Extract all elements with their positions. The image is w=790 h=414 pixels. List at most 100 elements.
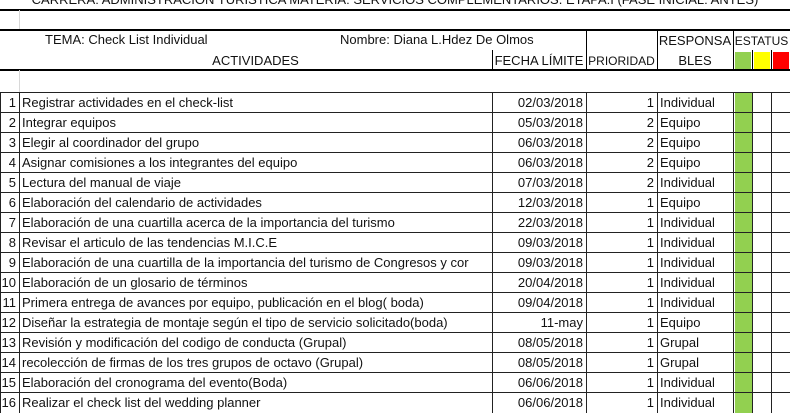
row-number[interactable]: 8 — [0, 233, 19, 253]
fecha-cell[interactable]: 11-may — [492, 313, 586, 333]
responsables-cell[interactable]: Grupal — [657, 353, 733, 373]
status-cell[interactable] — [733, 333, 752, 353]
prioridad-cell[interactable]: 2 — [586, 133, 657, 153]
prioridad-cell[interactable]: 1 — [586, 373, 657, 393]
fecha-cell[interactable]: 06/03/2018 — [492, 153, 586, 173]
activity-cell[interactable]: Asignar comisiones a los integrantes del… — [19, 153, 492, 173]
fecha-cell[interactable]: 06/03/2018 — [492, 133, 586, 153]
fecha-cell[interactable]: 08/05/2018 — [492, 333, 586, 353]
prioridad-cell[interactable]: 1 — [586, 273, 657, 293]
row-number[interactable]: 15 — [0, 373, 19, 393]
status-cell[interactable] — [771, 273, 790, 293]
status-cell[interactable] — [733, 293, 752, 313]
status-cell[interactable] — [733, 233, 752, 253]
row-number[interactable]: 5 — [0, 173, 19, 193]
status-cell[interactable] — [771, 313, 790, 333]
activity-cell[interactable]: Elaboración del cronograma del evento(Bo… — [19, 373, 492, 393]
status-cell[interactable] — [771, 153, 790, 173]
activity-cell[interactable]: Integrar equipos — [19, 113, 492, 133]
responsables-cell[interactable]: Individual — [657, 273, 733, 293]
row-number[interactable]: 4 — [0, 153, 19, 173]
status-cell[interactable] — [733, 133, 752, 153]
status-cell[interactable] — [752, 233, 771, 253]
status-cell[interactable] — [752, 133, 771, 153]
responsables-cell[interactable]: Individual — [657, 173, 733, 193]
row-number[interactable]: 13 — [0, 333, 19, 353]
status-cell[interactable] — [771, 113, 790, 133]
row-number[interactable]: 3 — [0, 133, 19, 153]
prioridad-cell[interactable]: 1 — [586, 293, 657, 313]
activity-cell[interactable]: Elaboración de una cuartilla acerca de l… — [19, 213, 492, 233]
status-cell[interactable] — [771, 133, 790, 153]
status-cell[interactable] — [752, 313, 771, 333]
responsables-cell[interactable]: Equipo — [657, 113, 733, 133]
activity-cell[interactable]: Realizar el check list del wedding plann… — [19, 393, 492, 413]
responsables-cell[interactable]: Equipo — [657, 193, 733, 213]
status-cell[interactable] — [771, 213, 790, 233]
status-cell[interactable] — [752, 173, 771, 193]
status-cell[interactable] — [733, 393, 752, 413]
activity-cell[interactable]: Lectura del manual de viaje — [19, 173, 492, 193]
prioridad-cell[interactable]: 1 — [586, 313, 657, 333]
status-cell[interactable] — [733, 193, 752, 213]
fecha-cell[interactable]: 02/03/2018 — [492, 93, 586, 113]
fecha-cell[interactable]: 06/06/2018 — [492, 373, 586, 393]
status-cell[interactable] — [733, 313, 752, 333]
status-cell[interactable] — [733, 353, 752, 373]
prioridad-cell[interactable]: 1 — [586, 193, 657, 213]
prioridad-cell[interactable]: 1 — [586, 93, 657, 113]
row-number[interactable]: 1 — [0, 93, 19, 113]
status-cell[interactable] — [752, 373, 771, 393]
status-cell[interactable] — [771, 253, 790, 273]
row-number[interactable]: 11 — [0, 293, 19, 313]
fecha-cell[interactable]: 09/03/2018 — [492, 253, 586, 273]
fecha-cell[interactable]: 12/03/2018 — [492, 193, 586, 213]
status-cell[interactable] — [771, 93, 790, 113]
prioridad-cell[interactable]: 1 — [586, 233, 657, 253]
responsables-cell[interactable]: Individual — [657, 93, 733, 113]
status-cell[interactable] — [733, 253, 752, 273]
fecha-cell[interactable]: 22/03/2018 — [492, 213, 586, 233]
status-cell[interactable] — [733, 213, 752, 233]
responsables-cell[interactable]: Individual — [657, 373, 733, 393]
fecha-cell[interactable]: 05/03/2018 — [492, 113, 586, 133]
row-number[interactable]: 9 — [0, 253, 19, 273]
activity-cell[interactable]: Elaboración de un glosario de términos — [19, 273, 492, 293]
activity-cell[interactable]: Elegir al coordinador del grupo — [19, 133, 492, 153]
status-cell[interactable] — [733, 153, 752, 173]
status-cell[interactable] — [752, 353, 771, 373]
prioridad-cell[interactable]: 2 — [586, 113, 657, 133]
status-cell[interactable] — [733, 93, 752, 113]
fecha-cell[interactable]: 07/03/2018 — [492, 173, 586, 193]
activity-cell[interactable]: Revisión y modificación del codigo de co… — [19, 333, 492, 353]
responsables-cell[interactable]: Equipo — [657, 313, 733, 333]
responsables-cell[interactable]: Individual — [657, 253, 733, 273]
prioridad-cell[interactable]: 1 — [586, 353, 657, 373]
status-cell[interactable] — [752, 393, 771, 413]
row-number[interactable]: 2 — [0, 113, 19, 133]
prioridad-cell[interactable]: 1 — [586, 253, 657, 273]
status-cell[interactable] — [752, 273, 771, 293]
activity-cell[interactable]: Elaboración del calendario de actividade… — [19, 193, 492, 213]
row-number[interactable]: 16 — [0, 393, 19, 413]
status-cell[interactable] — [733, 113, 752, 133]
responsables-cell[interactable]: Individual — [657, 293, 733, 313]
status-cell[interactable] — [752, 333, 771, 353]
status-cell[interactable] — [752, 113, 771, 133]
row-number[interactable]: 7 — [0, 213, 19, 233]
row-number[interactable]: 6 — [0, 193, 19, 213]
status-cell[interactable] — [771, 173, 790, 193]
responsables-cell[interactable]: Equipo — [657, 153, 733, 173]
status-cell[interactable] — [771, 353, 790, 373]
responsables-cell[interactable]: Individual — [657, 213, 733, 233]
responsables-cell[interactable]: Grupal — [657, 333, 733, 353]
responsables-cell[interactable]: Individual — [657, 393, 733, 413]
status-cell[interactable] — [752, 293, 771, 313]
fecha-cell[interactable]: 09/04/2018 — [492, 293, 586, 313]
activity-cell[interactable]: Registrar actividades en el check-list — [19, 93, 492, 113]
fecha-cell[interactable]: 08/05/2018 — [492, 353, 586, 373]
prioridad-cell[interactable]: 2 — [586, 173, 657, 193]
responsables-cell[interactable]: Equipo — [657, 133, 733, 153]
status-cell[interactable] — [771, 233, 790, 253]
fecha-cell[interactable]: 06/06/2018 — [492, 393, 586, 413]
